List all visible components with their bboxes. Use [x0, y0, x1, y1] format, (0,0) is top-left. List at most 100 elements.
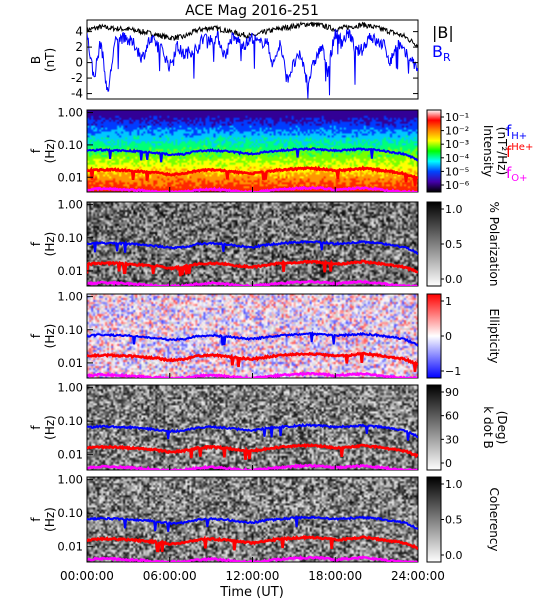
legend-f-he-main: f	[506, 143, 512, 161]
legend-f-he-sub: He+	[511, 142, 533, 153]
x-tick-label: 06:00:00	[143, 569, 197, 583]
polarization-panel-f_o-line	[87, 279, 418, 286]
coherency-panel-ytick-label: 0.10	[57, 506, 83, 520]
polarization-panel-colorbar-label: % Polarization	[487, 202, 501, 287]
legend-b-r: BR	[432, 42, 451, 64]
panels-group: 420-2-4B (nT)1.000.100.01f (Hz)10⁻¹10⁻²10⁻…	[29, 19, 509, 583]
kdotb-panel-colorbar	[426, 384, 442, 471]
intensity-panel-colorbar-label: Intensity	[481, 125, 495, 177]
polarization-panel-ytick-label: 0.10	[57, 231, 83, 245]
legend-f-o-sub: O+	[511, 173, 527, 184]
kdotb-panel-ylabel: f	[29, 425, 43, 430]
kdotb-panel-yunit: (Hz)	[43, 415, 57, 440]
b-ylabel: B	[29, 56, 43, 64]
intensity-panel-ytick-label: 0.10	[57, 138, 83, 152]
intensity-panel-colorbar-unit: (nT²/Hz)	[495, 127, 509, 175]
kdotb-panel-f_h-line	[87, 422, 418, 441]
intensity-panel-colorbar-tick-label: 10⁻⁶	[445, 179, 470, 192]
ellipticity-panel-colorbar-tick-label: −1	[445, 365, 461, 378]
ellipticity-panel-ytick-label: 0.10	[57, 323, 83, 337]
kdotb-panel-ytick-label: 1.00	[57, 381, 83, 395]
kdotb-panel-colorbar-tick-label: 30	[445, 433, 459, 446]
x-axis-label: Time (UT)	[219, 585, 284, 600]
kdotb-panel-colorbar-tick-label: 90	[445, 386, 459, 399]
polarization-panel-colorbar-tick-label: 1.0	[445, 203, 463, 216]
ellipticity-panel-yunit: (Hz)	[43, 324, 57, 349]
b-ytick-label: 0	[75, 56, 83, 70]
intensity-panel-colorbar-tick-label: 10⁻⁵	[445, 165, 469, 178]
coherency-panel-colorbar-tick-label: 0.5	[445, 514, 463, 527]
x-tick-label: 00:00:00	[60, 569, 114, 583]
ellipticity-panel-colorbar-tick-label: 1	[445, 295, 452, 308]
x-tick-label: 24:00:00	[391, 569, 445, 583]
polarization-panel-yunit: (Hz)	[43, 232, 57, 257]
intensity-panel-f_h-line	[87, 146, 418, 163]
ellipticity-panel-ytick-label: 1.00	[57, 290, 83, 304]
coherency-panel-colorbar-tick-label: 0.0	[445, 549, 463, 562]
kdotb-panel-colorbar-tick-label: 0	[445, 457, 452, 470]
intensity-panel-colorbar-tick-label: 10⁻⁴	[445, 152, 470, 165]
figure-title: ACE Mag 2016-251	[185, 3, 319, 19]
legend-f-h: fH+	[506, 122, 527, 142]
intensity-panel-ytick-label: 0.01	[57, 170, 83, 184]
b-ytick-label: 2	[75, 40, 83, 54]
polarization-panel-f_he-line	[87, 259, 418, 277]
polarization-panel-ylabel: f	[29, 241, 43, 246]
intensity-panel-yunit: (Hz)	[43, 139, 57, 164]
legend-b-r-sub: R	[443, 51, 451, 64]
kdotb-panel-f_o-line	[87, 463, 418, 470]
ellipticity-panel-ytick-label: 0.01	[57, 356, 83, 370]
intensity-panel-ylabel: f	[29, 148, 43, 153]
coherency-panel-yunit: (Hz)	[43, 507, 57, 532]
legend-f-o: fO+	[506, 164, 528, 184]
coherency-panel-f_h-line	[87, 515, 418, 532]
kdotb-panel-ytick-label: 0.10	[57, 414, 83, 428]
ellipticity-panel-colorbar-tick-label: 0	[445, 330, 452, 343]
b-yunit: (nT)	[43, 48, 57, 72]
legend-f-he: fHe+	[506, 142, 533, 161]
kdotb-panel-f_he-line	[87, 442, 418, 460]
x-tick-label: 12:00:00	[226, 569, 280, 583]
coherency-panel-colorbar	[426, 476, 442, 563]
legend-f-h-sub: H+	[511, 131, 527, 142]
b-ytick-label: 4	[75, 25, 83, 39]
b-r-line	[87, 29, 418, 99]
coherency-panel-colorbar-label: Coherency	[487, 487, 501, 551]
x-tick-label: 18:00:00	[308, 569, 362, 583]
polarization-panel-colorbar	[426, 201, 442, 287]
kdotb-panel-colorbar-unit: (Deg)	[495, 411, 509, 445]
ellipticity-panel-f_h-line	[87, 330, 418, 347]
intensity-panel-f_o-line	[87, 185, 418, 192]
polarization-panel-ytick-label: 0.01	[57, 264, 83, 278]
coherency-panel-ytick-label: 1.00	[57, 473, 83, 487]
polarization-panel-ytick-label: 1.00	[57, 198, 83, 212]
legend-b-total: |B|	[432, 23, 454, 42]
intensity-panel-f_he-line	[87, 165, 418, 186]
intensity-panel-ytick-label: 1.00	[57, 106, 83, 120]
polarization-panel-colorbar-tick-label: 0.5	[445, 238, 463, 251]
coherency-panel-colorbar-tick-label: 1.0	[445, 478, 463, 491]
intensity-panel-colorbar-tick-label: 10⁻³	[445, 138, 469, 151]
legend-b-r-main: B	[432, 42, 443, 61]
polarization-panel-colorbar-tick-label: 0.0	[445, 273, 463, 286]
legend-f-h-main: f	[506, 122, 512, 140]
coherency-panel-ylabel: f	[29, 517, 43, 522]
ellipticity-panel-f_he-line	[87, 351, 418, 372]
intensity-panel-colorbar-tick-label: 10⁻²	[445, 125, 469, 138]
ellipticity-panel-colorbar-label: Ellipticity	[487, 309, 501, 364]
b-ytick-label: -2	[71, 71, 83, 85]
polarization-panel-f_h-line	[87, 239, 418, 255]
coherency-panel-f_he-line	[87, 534, 418, 553]
ellipticity-panel-ylabel: f	[29, 333, 43, 338]
kdotb-panel-ytick-label: 0.01	[57, 448, 83, 462]
legend-f-o-main: f	[506, 164, 512, 182]
kdotb-panel-colorbar-tick-label: 60	[445, 410, 459, 423]
b-ytick-label: -4	[71, 87, 83, 101]
b-total-line	[87, 21, 418, 48]
kdotb-panel-colorbar-label: k dot B	[481, 406, 495, 448]
intensity-panel-colorbar-tick-label: 10⁻¹	[445, 111, 469, 124]
coherency-panel-ytick-label: 0.01	[57, 540, 83, 554]
ellipticity-panel-colorbar	[426, 293, 442, 379]
intensity-panel-colorbar	[426, 109, 442, 193]
